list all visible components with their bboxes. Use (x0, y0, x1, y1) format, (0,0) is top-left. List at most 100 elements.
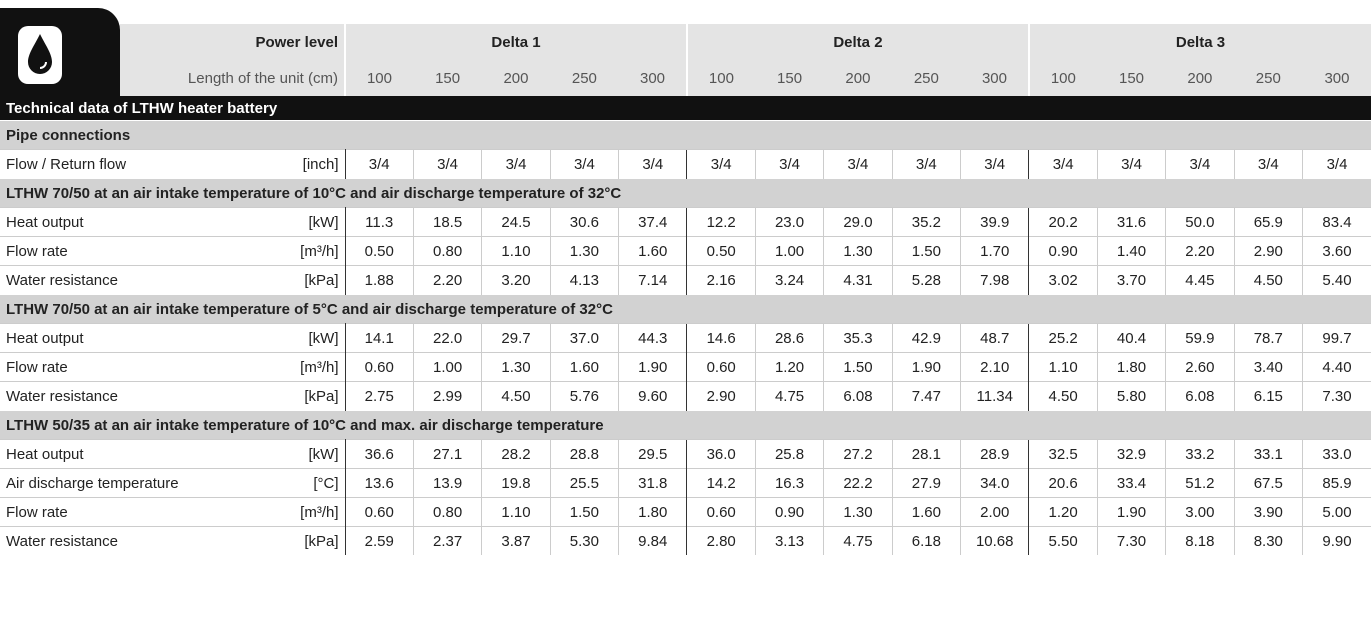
value: 44.3 (618, 323, 687, 353)
value: 1.30 (823, 236, 893, 266)
value: 1.60 (549, 352, 619, 382)
value: 2.10 (960, 352, 1029, 382)
value: 40.4 (1096, 323, 1166, 353)
value: 3.70 (1096, 265, 1166, 295)
value: 6.18 (891, 526, 961, 555)
value: 35.2 (891, 207, 961, 237)
section-title: Pipe connections (0, 120, 1371, 150)
value: 0.90 (754, 497, 824, 527)
value: 37.0 (549, 323, 619, 353)
value: 1.00 (754, 236, 824, 266)
value: 0.80 (412, 236, 482, 266)
value: 16.3 (754, 468, 824, 498)
value: 9.84 (618, 526, 687, 555)
value: 0.60 (686, 497, 756, 527)
value: 18.5 (412, 207, 482, 237)
value: 5.00 (1301, 497, 1371, 527)
value: 9.90 (1301, 526, 1371, 555)
value: 65.9 (1233, 207, 1303, 237)
value: 34.0 (960, 468, 1029, 498)
value: 3/4 (823, 149, 893, 179)
value: 2.80 (686, 526, 756, 555)
section-title: LTHW 70/50 at an air intake temperature … (0, 178, 1371, 208)
length: 100 (344, 60, 414, 96)
value: 1.60 (618, 236, 687, 266)
value: 1.30 (823, 497, 893, 527)
length: 150 (1096, 60, 1166, 96)
row-label: Flow rate (0, 236, 275, 266)
value: 3/4 (481, 149, 551, 179)
value: 22.0 (412, 323, 482, 353)
row-label: Flow rate (0, 497, 275, 527)
value: 3/4 (686, 149, 756, 179)
data-row: Water resistance [kPa] 2.75 2.99 4.50 5.76 9.6… (0, 381, 1371, 411)
value: 3/4 (1301, 149, 1371, 179)
value: 33.1 (1233, 439, 1303, 469)
value: 3.87 (481, 526, 551, 555)
length: 300 (960, 60, 1029, 96)
icon-cell (0, 24, 120, 96)
value: 24.5 (481, 207, 551, 237)
value: 1.30 (481, 352, 551, 382)
data-row: Heat output [kW] 36.6 27.1 28.2 28.8 29.5 36.0 2… (0, 439, 1371, 469)
value: 11.3 (344, 207, 414, 237)
value: 28.1 (891, 439, 961, 469)
data-row: Water resistance [kPa] 2.59 2.37 3.87 5.30 9.8… (0, 526, 1371, 555)
value: 13.9 (412, 468, 482, 498)
value: 5.76 (549, 381, 619, 411)
value: 3.90 (1233, 497, 1303, 527)
length: 250 (549, 60, 619, 96)
value: 6.08 (823, 381, 893, 411)
value: 3/4 (891, 149, 961, 179)
value: 3/4 (1165, 149, 1235, 179)
value: 7.14 (618, 265, 687, 295)
value: 14.2 (686, 468, 756, 498)
value: 14.6 (686, 323, 756, 353)
value: 4.50 (481, 381, 551, 411)
length: 100 (1027, 60, 1098, 96)
length: 200 (481, 60, 551, 96)
value: 7.98 (960, 265, 1029, 295)
value: 1.20 (754, 352, 824, 382)
value: 3.00 (1165, 497, 1235, 527)
value: 27.1 (412, 439, 482, 469)
value: 2.90 (1233, 236, 1303, 266)
value: 20.2 (1028, 207, 1098, 237)
row-label: Flow / Return flow (0, 149, 275, 179)
value: 1.10 (481, 497, 551, 527)
power-level: Power level (120, 24, 346, 60)
value: 19.8 (481, 468, 551, 498)
value: 29.0 (823, 207, 893, 237)
length: 250 (1233, 60, 1303, 96)
value: 1.90 (1096, 497, 1166, 527)
data-row: Flow rate [m³/h] 0.50 0.80 1.10 1.30 1.60 0.50 1… (0, 236, 1371, 266)
value: 5.80 (1096, 381, 1166, 411)
value: 11.34 (960, 381, 1029, 411)
value: 33.4 (1096, 468, 1166, 498)
value: 2.75 (344, 381, 414, 411)
value: 1.88 (344, 265, 414, 295)
value: 5.30 (549, 526, 619, 555)
value: 1.60 (891, 497, 961, 527)
table-title: Technical data of LTHW heater battery (0, 96, 1371, 121)
value: 35.3 (823, 323, 893, 353)
data-table: Power level Delta 1 Delta 2 Delta 3 Length o… (0, 24, 1371, 555)
data-row: Water resistance [kPa] 1.88 2.20 3.20 4.13 7.1… (0, 265, 1371, 295)
length: 150 (754, 60, 824, 96)
row-unit: [m³/h] (275, 497, 346, 527)
value: 99.7 (1301, 323, 1371, 353)
value: 4.75 (823, 526, 893, 555)
value: 13.6 (344, 468, 414, 498)
value: 0.50 (686, 236, 756, 266)
value: 0.60 (344, 497, 414, 527)
value: 2.37 (412, 526, 482, 555)
value: 3/4 (549, 149, 619, 179)
row-label: Flow rate (0, 352, 275, 382)
row-unit: [°C] (275, 468, 346, 498)
value: 5.28 (891, 265, 961, 295)
value: 6.08 (1165, 381, 1235, 411)
value: 39.9 (960, 207, 1029, 237)
value: 2.20 (412, 265, 482, 295)
length: 150 (412, 60, 482, 96)
